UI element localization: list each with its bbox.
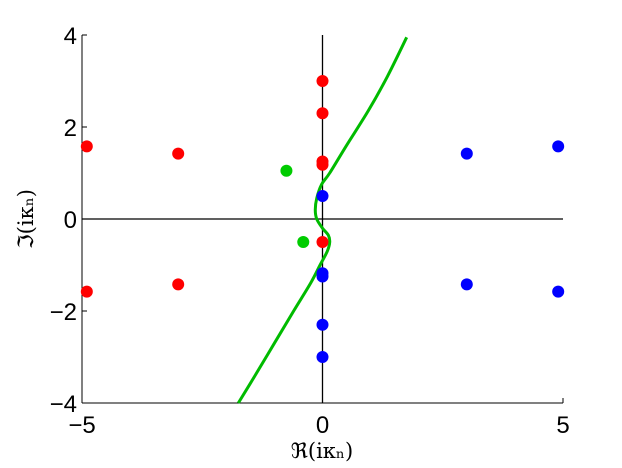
scatter-point	[316, 75, 329, 87]
scatter-point	[316, 236, 329, 248]
scatter-point	[460, 278, 473, 291]
y-tick-label: 2	[64, 115, 77, 142]
scatter-point	[316, 107, 329, 120]
scatter-point	[80, 285, 93, 298]
scatter-point	[552, 285, 565, 298]
scatter-point	[316, 158, 329, 171]
scatter-point	[316, 318, 329, 331]
scatter-point	[316, 270, 329, 283]
scatter-point	[316, 190, 329, 202]
scatter-point	[316, 351, 329, 363]
green-curve	[237, 36, 409, 404]
x-tick-label: −5	[68, 412, 95, 439]
y-tick-label: −4	[50, 391, 77, 418]
scatter-point	[80, 140, 93, 153]
y-tick-label: 4	[64, 23, 77, 50]
y-tick-label: −2	[50, 299, 77, 326]
y-axis-label: ℑ(iκₙ)	[14, 189, 38, 249]
axes-layer	[81, 35, 563, 404]
y-tick-label: 0	[64, 207, 77, 234]
scatter-point	[460, 147, 473, 160]
scatter-point	[280, 164, 293, 177]
points-layer	[80, 75, 565, 363]
curve-layer	[237, 36, 409, 404]
ticks-layer: −5 0 5 −4 −2 0 2 4	[50, 23, 570, 439]
scatter-point	[297, 236, 310, 248]
scatter-point	[552, 140, 565, 153]
x-axis-label: ℜ(iκₙ)	[291, 439, 353, 463]
x-tick-label: 0	[316, 412, 329, 439]
scatter-point	[172, 278, 185, 291]
scatter-point	[172, 147, 185, 160]
x-tick-label: 5	[556, 412, 569, 439]
